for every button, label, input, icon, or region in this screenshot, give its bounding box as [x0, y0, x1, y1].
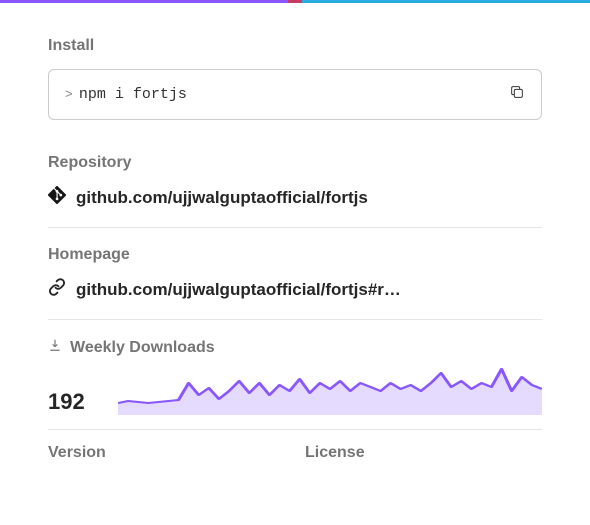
- repository-label: Repository: [48, 154, 542, 172]
- top-progress-gradient: [0, 0, 590, 3]
- downloads-label: Weekly Downloads: [70, 339, 215, 357]
- homepage-link[interactable]: github.com/ujjwalguptaofficial/fortjs#r…: [48, 278, 542, 301]
- gradient-segment: [288, 0, 302, 3]
- sidebar-content: Install > npm i fortjs Repository github…: [0, 3, 590, 476]
- divider: [48, 429, 542, 430]
- version-label: Version: [48, 444, 285, 462]
- download-icon: [48, 338, 62, 357]
- downloads-sparkline[interactable]: [118, 367, 542, 415]
- install-label: Install: [48, 37, 542, 55]
- install-command-box[interactable]: > npm i fortjs: [48, 69, 542, 120]
- git-icon: [48, 186, 66, 209]
- meta-columns: Version License: [48, 444, 542, 476]
- repository-url: github.com/ujjwalguptaofficial/fortjs: [76, 188, 368, 208]
- gradient-segment: [302, 0, 590, 3]
- downloads-row: 192: [48, 367, 542, 415]
- copy-icon[interactable]: [509, 84, 525, 105]
- downloads-header: Weekly Downloads: [48, 338, 542, 357]
- downloads-count: 192: [48, 389, 98, 415]
- install-command-text: npm i fortjs: [79, 86, 187, 103]
- repository-link[interactable]: github.com/ujjwalguptaofficial/fortjs: [48, 186, 542, 209]
- gradient-segment: [0, 0, 288, 3]
- divider: [48, 227, 542, 228]
- license-label: License: [305, 444, 542, 462]
- install-prompt: >: [65, 87, 73, 102]
- install-command: > npm i fortjs: [65, 86, 187, 103]
- homepage-label: Homepage: [48, 246, 542, 264]
- link-icon: [48, 278, 66, 301]
- homepage-url: github.com/ujjwalguptaofficial/fortjs#r…: [76, 280, 401, 300]
- divider: [48, 319, 542, 320]
